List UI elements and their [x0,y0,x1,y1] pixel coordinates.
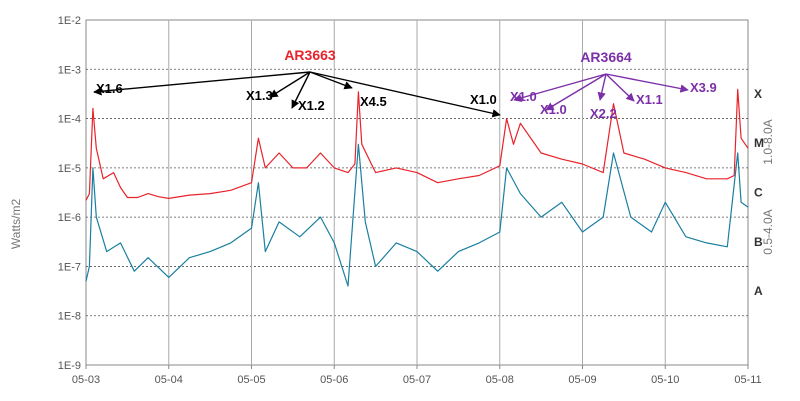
x-tick-label: 05-05 [237,374,265,386]
y-tick-label: 1E-2 [58,15,81,27]
flare-label: X1.0 [510,89,537,104]
y-axis-label: Watts/m2 [9,199,23,250]
flare-label: X1.0 [540,102,567,117]
flare-arrow [545,73,607,111]
flare-arrow [291,71,311,109]
flare-label: X1.0 [470,92,497,107]
y-tick-label: 1E-7 [58,261,81,273]
flare-label: X1.2 [298,98,325,113]
flare-label: X1.3 [246,88,273,103]
flare-class-labels: X M C B A [754,87,764,298]
flare-class-label: B [754,235,763,249]
flare-label: X1.6 [96,81,123,96]
x-tick-label: 05-09 [568,374,596,386]
x-tick-label: 05-04 [155,374,183,386]
flare-label: X1.1 [636,92,663,107]
y-tick-label: 1E-5 [58,163,81,175]
region-label: AR3664 [580,49,632,65]
series-name-label: 0.5-4.0A [761,209,775,254]
series-line [85,88,749,201]
flare-arrow [513,73,607,102]
grid [85,20,749,369]
y-tick-label: 1E-3 [58,64,81,76]
series-lines [85,88,749,287]
x-tick-label: 05-06 [320,374,348,386]
x-tick-label: 05-07 [403,374,431,386]
flare-label: X3.9 [690,80,717,95]
flare-arrow [93,71,311,96]
flare-arrow [597,73,607,101]
flare-arrow [269,71,311,98]
y-tick-label: 1E-8 [58,311,81,323]
flare-class-label: A [754,284,763,298]
flare-label: X2.2 [590,106,617,121]
x-tick-labels: 05-03 05-04 05-05 05-06 05-07 05-08 05-09 05-10… [72,374,762,386]
flare-arrow [605,73,689,93]
flare-class-label: M [754,136,764,150]
series-name-label: 1.0-8.0A [761,119,775,164]
y-tick-label: 1E-9 [58,360,81,372]
flare-arrow [309,71,353,90]
x-tick-label: 05-10 [651,374,679,386]
region-label: AR3663 [284,47,336,63]
series-line [85,143,749,287]
x-tick-label: 05-03 [72,374,100,386]
y-tick-labels: 1E-9 1E-8 1E-7 1E-6 1E-5 1E-4 1E-3 1E-2 [58,15,81,372]
x-tick-label: 05-08 [486,374,514,386]
y-tick-label: 1E-4 [58,114,81,126]
series-legend-labels: 1.0-8.0A 0.5-4.0A [761,119,775,254]
flare-class-label: X [754,87,762,101]
y-tick-label: 1E-6 [58,212,81,224]
flare-class-label: C [754,186,763,200]
flare-label: X4.5 [360,94,387,109]
flare-arrow [309,71,501,118]
x-tick-label: 05-11 [734,374,761,386]
flare-arrow [605,73,635,102]
